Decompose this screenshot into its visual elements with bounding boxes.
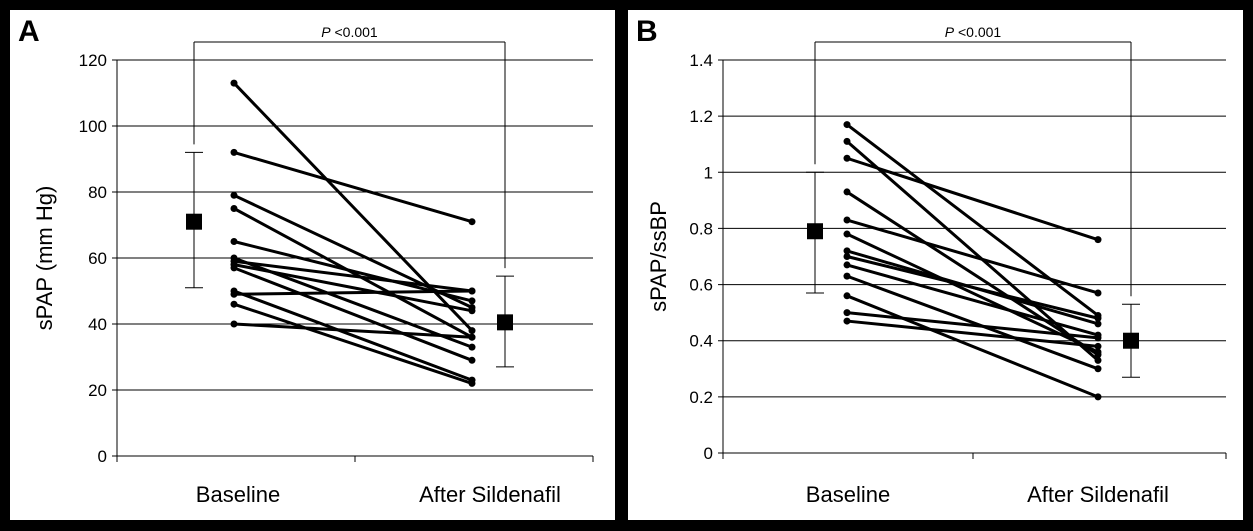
- baseline-point: [843, 261, 851, 269]
- after-sildenafil-point: [1094, 393, 1102, 401]
- after-sildenafil-point: [1094, 342, 1102, 350]
- significance-label: P <0.001: [321, 24, 378, 40]
- paired-series-line: [845, 294, 1100, 399]
- paired-series-line: [845, 218, 1100, 295]
- baseline-point: [843, 247, 851, 255]
- x-category-label: Baseline: [806, 482, 890, 507]
- baseline-point: [230, 320, 238, 328]
- paired-series-line: [845, 190, 1100, 357]
- y-tick-label: 60: [88, 249, 107, 268]
- baseline-point: [230, 264, 238, 272]
- after-sildenafil-point: [468, 333, 476, 341]
- paired-series-line: [232, 193, 474, 309]
- paired-series-line: [232, 150, 474, 224]
- x-category-label: After Sildenafil: [1027, 482, 1169, 507]
- y-axis-label: sPAP/ssBP: [646, 201, 671, 312]
- after-sildenafil-point: [468, 218, 476, 226]
- paired-series-line: [845, 123, 1100, 317]
- y-tick-label: 20: [88, 381, 107, 400]
- panel-letter-b: B: [636, 15, 658, 48]
- y-tick-label: 0.6: [689, 276, 713, 295]
- paired-series-line: [232, 289, 474, 382]
- paired-series-line: [232, 207, 474, 339]
- baseline-point: [843, 309, 851, 317]
- y-tick-label: 100: [79, 117, 107, 136]
- y-tick-label: 1.4: [689, 51, 713, 70]
- x-category-label: After Sildenafil: [419, 482, 561, 507]
- mean-marker: [497, 314, 513, 331]
- after-sildenafil-point: [1094, 334, 1102, 342]
- y-tick-label: 0: [704, 444, 713, 463]
- y-tick-label: 0.8: [689, 219, 713, 238]
- y-axis-label: sPAP (mm Hg): [32, 186, 57, 331]
- y-tick-label: 0.2: [689, 388, 713, 407]
- paired-series-line: [845, 263, 1100, 337]
- y-tick-label: 1.2: [689, 107, 713, 126]
- chart-panel-a: 0 20 40 60 80 100 120 Baseline After Sildenafil s…: [10, 10, 615, 520]
- baseline-point: [843, 317, 851, 325]
- baseline-point: [230, 300, 238, 308]
- x-category-label: Baseline: [196, 482, 280, 507]
- after-sildenafil-point: [468, 287, 476, 295]
- baseline-point: [230, 148, 238, 156]
- after-sildenafil-point: [1094, 314, 1102, 322]
- baseline-point: [843, 272, 851, 280]
- after-sildenafil-point: [468, 356, 476, 364]
- y-tick-label: 120: [79, 51, 107, 70]
- baseline-point: [843, 154, 851, 162]
- y-tick-label: 0.4: [689, 332, 713, 351]
- panel-letter-a: A: [18, 15, 40, 48]
- y-tick-label: 1: [704, 163, 713, 182]
- after-sildenafil-point: [1094, 289, 1102, 297]
- after-sildenafil-point: [468, 307, 476, 315]
- paired-series-line: [232, 263, 474, 313]
- after-sildenafil-point: [468, 327, 476, 335]
- after-sildenafil-point: [1094, 348, 1102, 356]
- paired-series-line: [845, 255, 1100, 320]
- baseline-point: [230, 238, 238, 245]
- baseline-point: [843, 188, 851, 196]
- baseline-point: [843, 216, 851, 224]
- after-sildenafil-point: [1094, 365, 1102, 373]
- after-sildenafil-point: [468, 379, 476, 387]
- paired-series-line: [232, 302, 474, 385]
- baseline-point: [843, 253, 851, 260]
- significance-label: P <0.001: [945, 24, 1002, 40]
- baseline-point: [843, 230, 851, 238]
- after-sildenafil-point: [1094, 356, 1102, 364]
- mean-marker: [186, 213, 202, 230]
- baseline-point: [843, 292, 851, 300]
- paired-series-line: [232, 289, 474, 296]
- paired-series-line: [232, 266, 474, 362]
- baseline-point: [843, 137, 851, 145]
- paired-series-line: [232, 259, 474, 293]
- chart-a-svg: 0 20 40 60 80 100 120 Baseline After Sildenafil s…: [32, 24, 594, 507]
- baseline-point: [230, 205, 238, 212]
- after-sildenafil-point: [468, 297, 476, 305]
- y-tick-label: 0: [98, 447, 107, 466]
- paired-series-line: [845, 319, 1100, 348]
- baseline-point: [230, 191, 238, 199]
- paired-series-line: [845, 311, 1100, 340]
- after-sildenafil-point: [1094, 320, 1102, 328]
- chart-b-svg: 0 0.2 0.4 0.6 0.8 1 1.2 1.4 Baseline After Silden…: [646, 24, 1227, 507]
- chart-panel-b: 0 0.2 0.4 0.6 0.8 1 1.2 1.4 Baseline After Silden…: [628, 10, 1243, 520]
- paired-series-line: [845, 156, 1100, 242]
- after-sildenafil-point: [468, 343, 476, 351]
- baseline-point: [230, 290, 238, 298]
- baseline-point: [843, 121, 851, 129]
- after-sildenafil-point: [1094, 236, 1102, 244]
- paired-series-line: [232, 322, 474, 339]
- y-tick-label: 40: [88, 315, 107, 334]
- paired-series-line: [845, 274, 1100, 371]
- y-tick-label: 80: [88, 183, 107, 202]
- mean-marker: [1123, 332, 1139, 349]
- mean-marker: [807, 223, 823, 240]
- baseline-point: [230, 79, 238, 87]
